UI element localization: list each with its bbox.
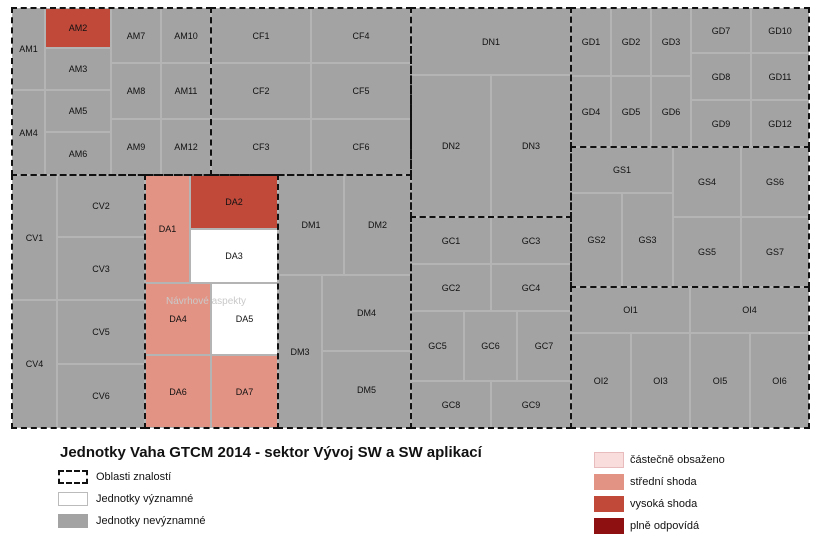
unit-DN3: DN3: [491, 75, 571, 217]
unit-DA5: DA5: [211, 283, 278, 355]
legend-item-partial: částečně obsaženo: [594, 452, 725, 468]
unit-CV5: CV5: [57, 300, 145, 364]
unit-AM12: AM12: [161, 119, 211, 175]
legend-label: Oblasti znalostí: [96, 471, 172, 483]
legend-swatch-partial: [594, 452, 624, 468]
legend-swatch-high: [594, 496, 624, 512]
legend-title: Jednotky Vaha GTCM 2014 - sektor Vývoj S…: [60, 444, 482, 461]
unit-GD3: GD3: [651, 8, 691, 76]
legend-label: vysoká shoda: [630, 498, 698, 510]
unit-DM2: DM2: [344, 175, 411, 275]
legend-label: částečně obsaženo: [630, 454, 725, 466]
unit-GC9: GC9: [491, 381, 571, 428]
unit-GC4: GC4: [491, 264, 571, 311]
unit-AM6: AM6: [45, 132, 111, 175]
unit-GS2: GS2: [571, 193, 622, 287]
unit-GS1: GS1: [571, 147, 673, 193]
unit-AM9: AM9: [111, 119, 161, 175]
legend-item-full: plně odpovídá: [594, 518, 699, 534]
unit-DM3: DM3: [278, 275, 322, 428]
legend-item-high: vysoká shoda: [594, 496, 697, 512]
unit-GD11: GD11: [751, 53, 809, 100]
unit-DN2: DN2: [411, 75, 491, 217]
unit-GD9: GD9: [691, 100, 751, 147]
unit-DA6: DA6: [145, 355, 211, 428]
unit-GD4: GD4: [571, 76, 611, 147]
unit-AM5: AM5: [45, 90, 111, 132]
unit-AM11: AM11: [161, 63, 211, 119]
unit-DM1: DM1: [278, 175, 344, 275]
unit-GC6: GC6: [464, 311, 517, 381]
unit-GS5: GS5: [673, 217, 741, 287]
legend-label: plně odpovídá: [630, 520, 700, 532]
unit-GD5: GD5: [611, 76, 651, 147]
unit-GD1: GD1: [571, 8, 611, 76]
unit-CF3: CF3: [211, 119, 311, 175]
unit-OI2: OI2: [571, 333, 631, 428]
legend-item-significant: Jednotky významné: [58, 492, 193, 506]
legend-swatch-medium: [594, 474, 624, 490]
unit-AM10: AM10: [161, 8, 211, 63]
unit-DM4: DM4: [322, 275, 411, 351]
unit-CV6: CV6: [57, 364, 145, 428]
unit-CF1: CF1: [211, 8, 311, 63]
unit-AM7: AM7: [111, 8, 161, 63]
unit-OI5: OI5: [690, 333, 750, 428]
legend-swatch-grey: [58, 514, 88, 528]
legend-swatch-white: [58, 492, 88, 506]
legend-item-insignificant: Jednotky nevýznamné: [58, 514, 205, 528]
unit-CV3: CV3: [57, 237, 145, 300]
unit-GD6: GD6: [651, 76, 691, 147]
unit-CF6: CF6: [311, 119, 411, 175]
unit-GD7: GD7: [691, 8, 751, 53]
legend-label: Jednotky nevýznamné: [96, 515, 206, 527]
legend-item-areas: Oblasti znalostí: [58, 470, 171, 484]
legend-swatch-dashed: [58, 470, 88, 484]
unit-GD2: GD2: [611, 8, 651, 76]
unit-DA4: DA4: [145, 283, 211, 355]
unit-GD8: GD8: [691, 53, 751, 100]
unit-GC7: GC7: [517, 311, 571, 381]
unit-GS4: GS4: [673, 147, 741, 217]
unit-GC8: GC8: [411, 381, 491, 428]
legend-swatch-full: [594, 518, 624, 534]
unit-GS3: GS3: [622, 193, 673, 287]
unit-GD12: GD12: [751, 100, 809, 147]
unit-CF2: CF2: [211, 63, 311, 119]
overlay-label: Návrhové aspekty: [166, 296, 247, 307]
legend-label: střední shoda: [630, 476, 697, 488]
unit-DA1: DA1: [145, 175, 190, 283]
unit-OI4: OI4: [690, 287, 809, 333]
unit-GD10: GD10: [751, 8, 809, 53]
unit-GS6: GS6: [741, 147, 809, 217]
unit-GC1: GC1: [411, 217, 491, 264]
unit-AM3: AM3: [45, 48, 111, 90]
unit-OI1: OI1: [571, 287, 690, 333]
unit-GS7: GS7: [741, 217, 809, 287]
unit-AM1: AM1: [12, 8, 45, 90]
legend-item-medium: střední shoda: [594, 474, 697, 490]
unit-DA7: DA7: [211, 355, 278, 428]
unit-AM4: AM4: [12, 90, 45, 175]
unit-AM2: AM2: [45, 8, 111, 48]
unit-GC3: GC3: [491, 217, 571, 264]
unit-DA3: DA3: [190, 229, 278, 283]
unit-CF4: CF4: [311, 8, 411, 63]
unit-OI3: OI3: [631, 333, 690, 428]
unit-GC2: GC2: [411, 264, 491, 311]
unit-DA2: DA2: [190, 175, 278, 229]
unit-CV2: CV2: [57, 175, 145, 237]
unit-CV1: CV1: [12, 175, 57, 300]
unit-CV4: CV4: [12, 300, 57, 428]
legend-label: Jednotky významné: [96, 493, 194, 505]
unit-CF5: CF5: [311, 63, 411, 119]
unit-GC5: GC5: [411, 311, 464, 381]
unit-AM8: AM8: [111, 63, 161, 119]
unit-DM5: DM5: [322, 351, 411, 428]
unit-OI6: OI6: [750, 333, 809, 428]
unit-DN1: DN1: [411, 8, 571, 75]
